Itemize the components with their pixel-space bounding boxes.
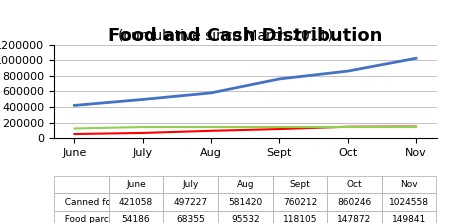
Line: Cash (families): Cash (families) [75,127,416,128]
Cash (families) [413,126,418,128]
Food parcels [140,132,145,134]
Canned food [345,70,351,72]
Canned food [277,78,282,80]
Food parcels [208,130,214,132]
Cash (families) [208,126,214,128]
Title: Food and Cash Distribution: Food and Cash Distribution [108,27,382,45]
Line: Food parcels: Food parcels [75,127,416,134]
Cash (families) [345,126,351,128]
Line: Canned food: Canned food [75,58,416,105]
Food parcels [413,125,418,128]
Canned food [208,92,214,94]
Cash (families) [72,127,77,130]
Canned food [140,98,145,101]
Food parcels [277,128,282,130]
Cash (families) [277,126,282,128]
Cash (families) [140,126,145,128]
Canned food [72,104,77,107]
Canned food [413,57,418,60]
Text: (cumulative since March 2011): (cumulative since March 2011) [117,29,333,43]
Food parcels [72,133,77,135]
Food parcels [345,125,351,128]
